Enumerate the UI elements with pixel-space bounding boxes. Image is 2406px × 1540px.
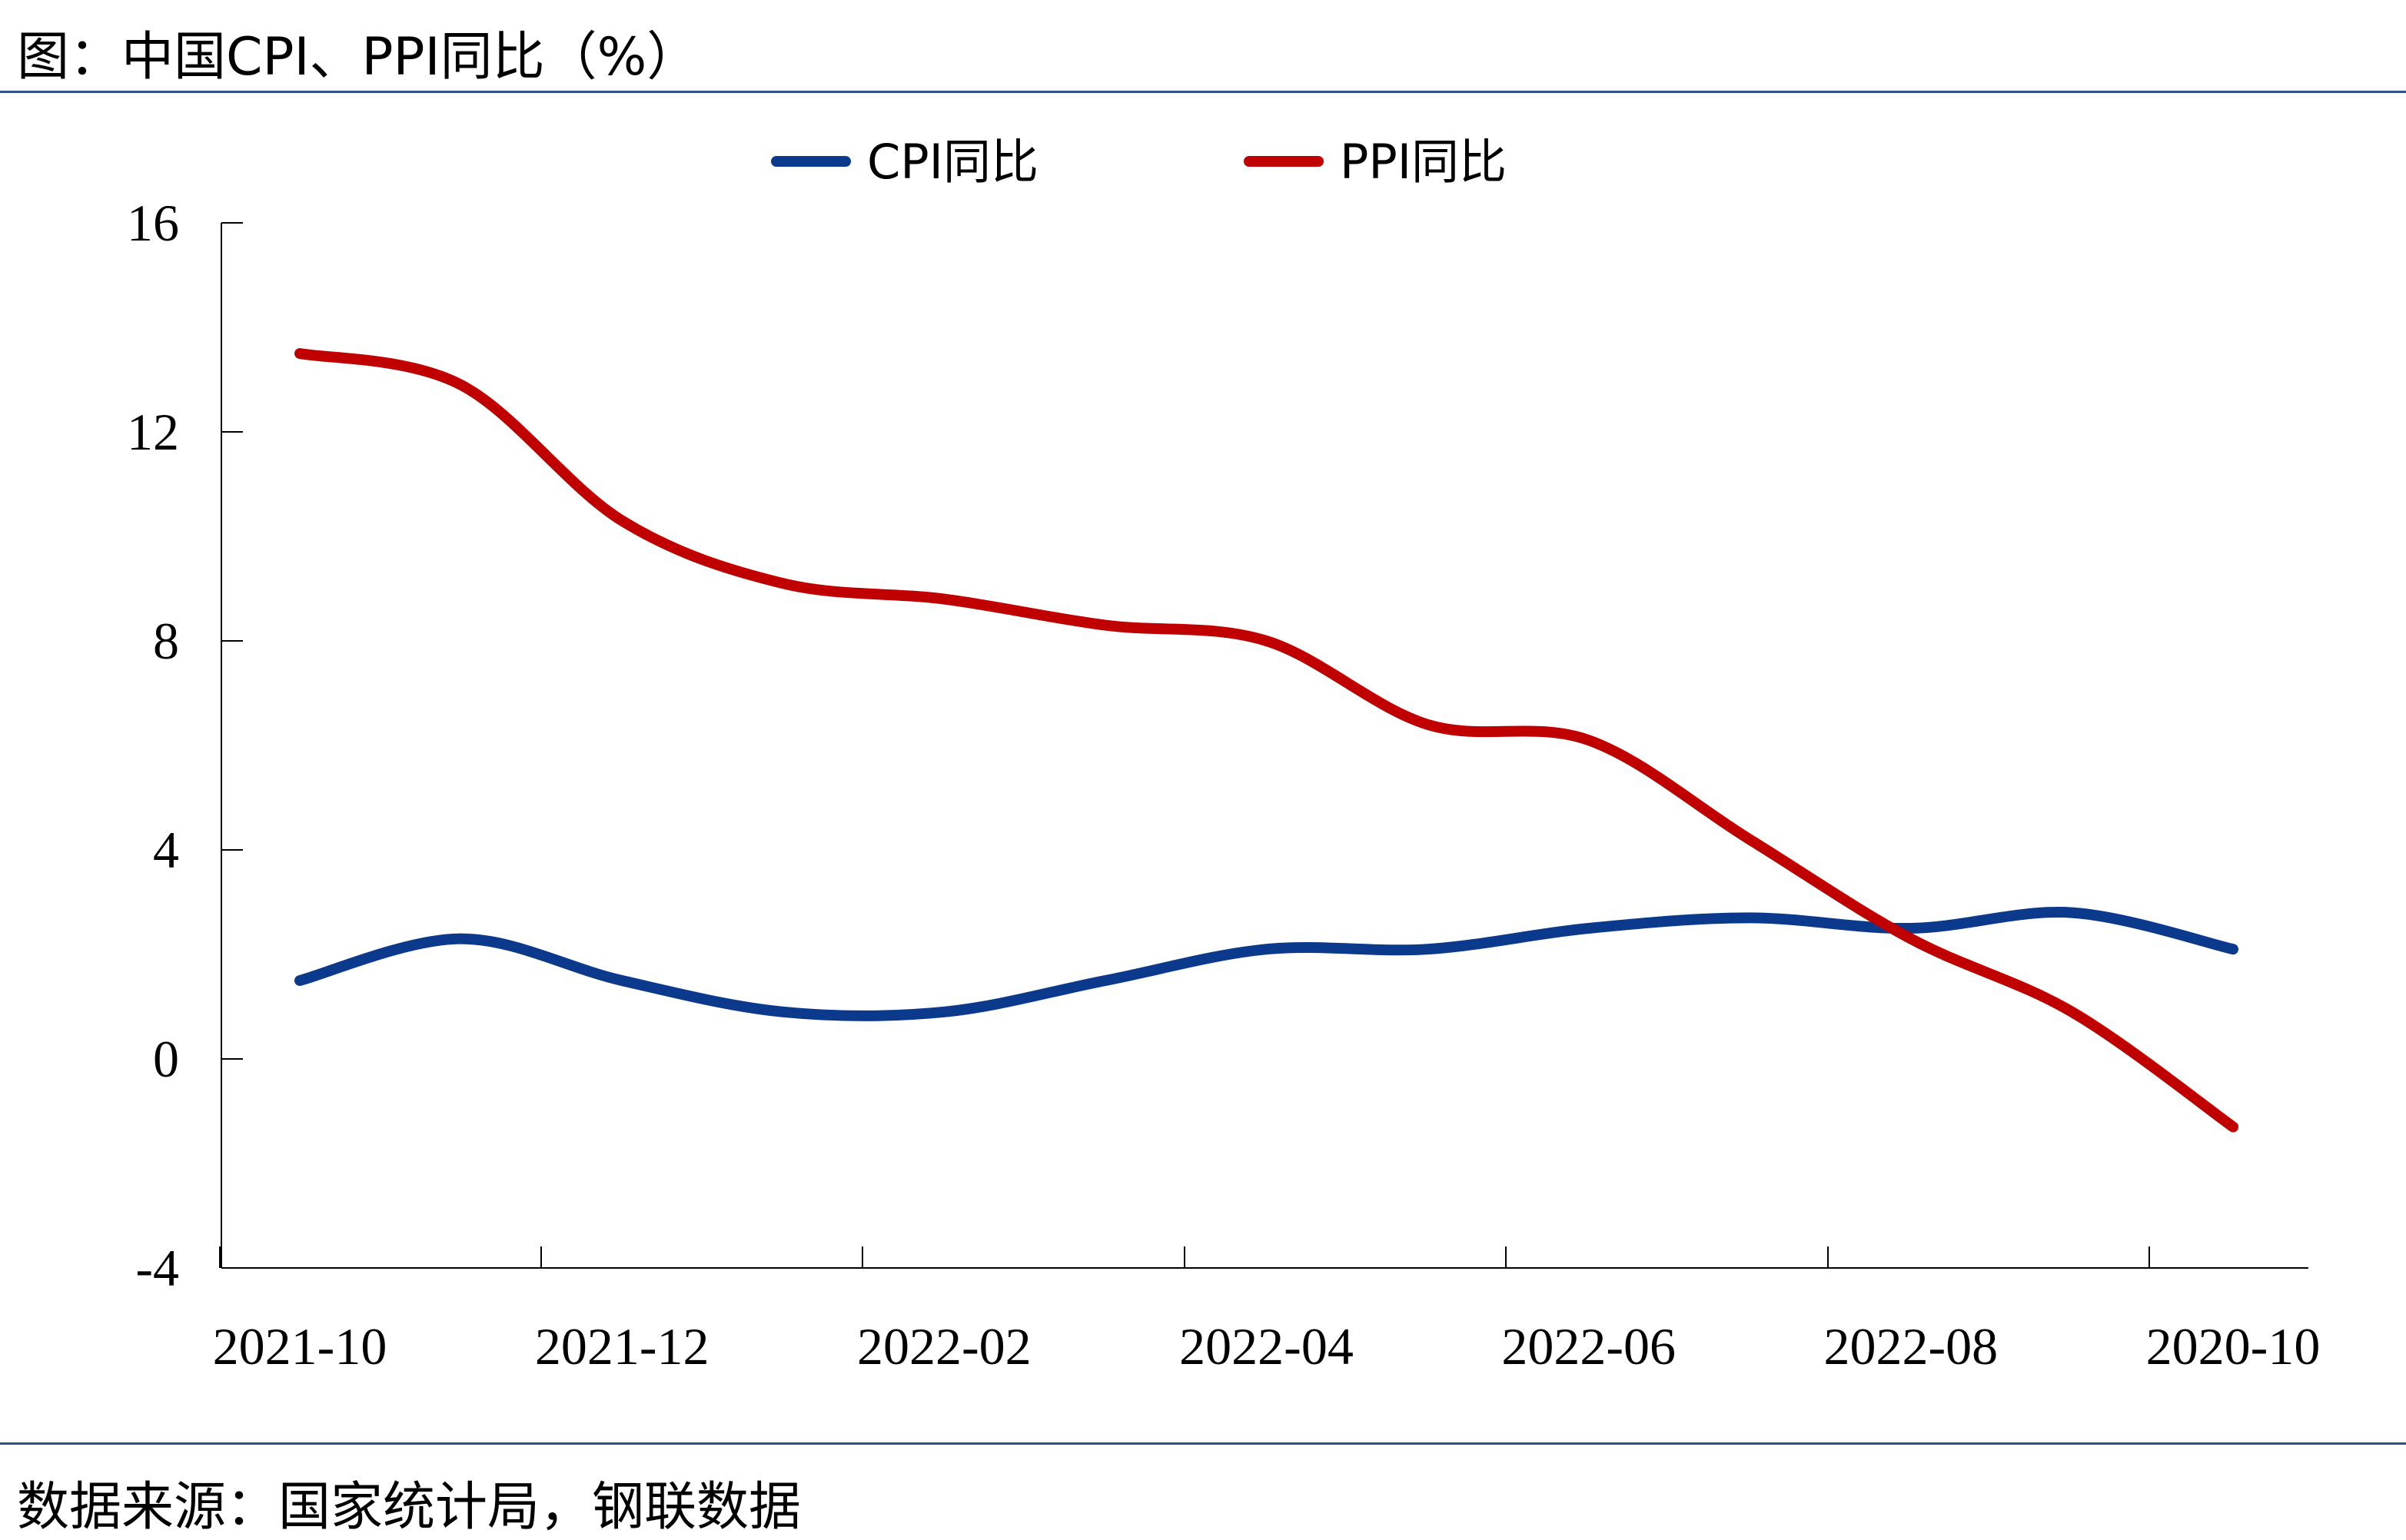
x-tick-label: 2022-04 — [1179, 1317, 1354, 1376]
x-tick-label: 2022-02 — [857, 1317, 1032, 1376]
line-chart: CPI同比 PPI同比 -4 0 4 8 12 16 2021-10 2021-12 2022-0… — [127, 134, 2320, 1376]
axes: -4 0 4 8 12 16 2021-10 2021-12 2022-02 2022-04 202… — [127, 194, 2320, 1376]
y-tick-label: 8 — [153, 612, 179, 670]
x-tick-label: 2021-12 — [535, 1317, 710, 1376]
top-divider — [0, 91, 2406, 93]
bottom-divider — [0, 1442, 2406, 1445]
series-line-cpi — [294, 907, 2238, 1021]
legend-label-cpi: CPI同比 — [867, 134, 1039, 190]
y-tick-label: -4 — [135, 1239, 179, 1297]
series-line-ppi — [294, 348, 2238, 1133]
legend-label-ppi: PPI同比 — [1340, 134, 1507, 190]
series-lines — [294, 348, 2238, 1133]
y-tick-label: 4 — [153, 821, 179, 879]
x-tick-label: 2020-10 — [2146, 1317, 2321, 1376]
chart-title: 图：中国CPI、PPI同比（%） — [17, 27, 700, 88]
y-tick-label: 0 — [153, 1030, 179, 1088]
x-tick-label: 2022-08 — [1824, 1317, 1999, 1376]
x-tick-label: 2021-10 — [213, 1317, 387, 1376]
y-tick-label: 12 — [127, 403, 179, 461]
x-tick-label: 2022-06 — [1501, 1317, 1676, 1376]
y-tick-label: 16 — [127, 194, 179, 252]
legend: CPI同比 PPI同比 — [771, 134, 1507, 190]
source-note: 数据来源：国家统计局，钢联数据 — [17, 1477, 802, 1538]
